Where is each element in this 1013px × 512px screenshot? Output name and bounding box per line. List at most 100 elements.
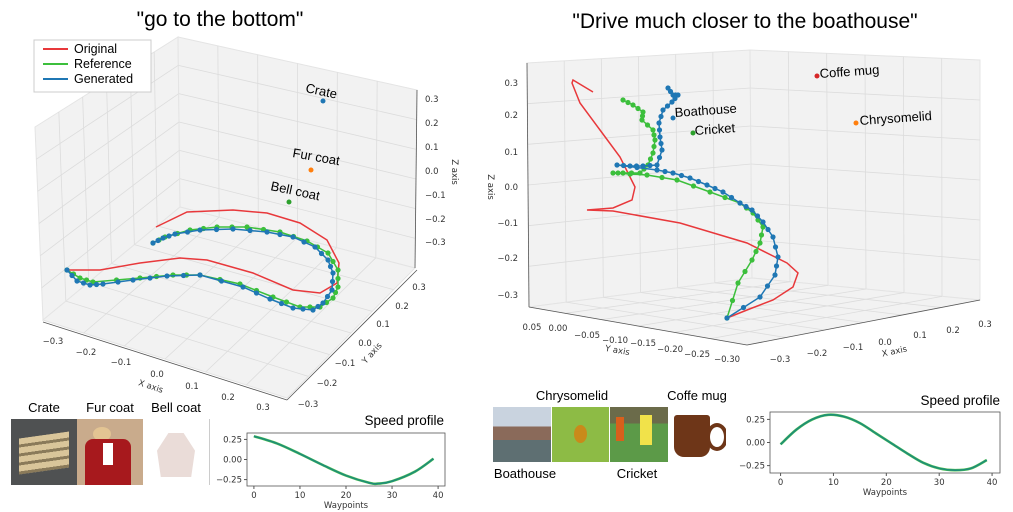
plot2-y-tick: −0.30 xyxy=(714,355,740,365)
plot2-right-pane-gridline xyxy=(751,239,981,261)
image-label-right: Boathouse xyxy=(494,466,556,481)
plot2-reference-line-point xyxy=(644,172,650,178)
plot1-reference-line-point xyxy=(283,299,290,305)
plot2-reference-line-point xyxy=(637,170,643,176)
plot2-reference-line-point xyxy=(627,171,633,177)
plot2-generated-line-point xyxy=(760,219,766,225)
plot2-y-tick: 0.00 xyxy=(549,324,568,334)
speed-plot-x-tick: 10 xyxy=(295,491,306,501)
speed-plot-y-tick: −0.25 xyxy=(739,462,765,472)
plot2-object-marker xyxy=(814,73,820,79)
plot2-generated-line-point xyxy=(654,162,660,168)
plot1-generated-line-point xyxy=(324,293,331,300)
plot1-back-pane-gridline xyxy=(178,64,417,121)
plot2-generated-line-point xyxy=(728,194,735,201)
plot2-generated-line-point xyxy=(660,107,666,113)
plot1-y-tick: 0.2 xyxy=(395,302,409,312)
speed-plot-x-tick: 40 xyxy=(433,491,444,501)
plot1-title: "go to the bottom" xyxy=(137,8,304,31)
plot1-generated-line-point xyxy=(247,227,253,234)
plot2-generated-line-point xyxy=(775,254,781,260)
plot2-x-tick: 0.2 xyxy=(946,326,960,336)
plot1-generated-line-point xyxy=(253,290,260,296)
speed-plot-x-tick: 20 xyxy=(341,491,352,501)
plot1-y-tick: −0.3 xyxy=(298,400,319,410)
plot1-y-tick: −0.2 xyxy=(317,379,338,389)
plot1-generated-line-point xyxy=(240,284,246,290)
plot1-reference-line-point xyxy=(244,224,250,230)
plot2-z-tick: 0.0 xyxy=(504,183,518,193)
plot1-generated-line-point xyxy=(290,234,296,240)
plot2-y-tick: −0.15 xyxy=(630,339,656,349)
speed-plot-y-tick: 0.00 xyxy=(223,456,242,466)
plot1-reference-line-point xyxy=(325,250,331,256)
plot1-generated-line-point xyxy=(327,263,334,270)
plot1-reference-line-point xyxy=(330,295,336,301)
plot1-generated-line-point xyxy=(213,226,220,233)
plot2-z-tick: 0.2 xyxy=(504,111,518,121)
plot1-generated-line-point xyxy=(329,278,336,285)
plot1-generated-line-point xyxy=(267,296,273,302)
plot2-generated-line-point xyxy=(656,154,663,161)
plot2-generated-line-point xyxy=(657,134,663,140)
plot1-floor-pane-gridline xyxy=(111,263,352,334)
plot2-reference-line-point xyxy=(652,137,658,143)
plot2-object-label: Cricket xyxy=(694,120,736,138)
plot2-x-axis-line xyxy=(746,299,981,346)
plot2-y-tick: −0.20 xyxy=(657,345,683,355)
plot2-generated-line-point xyxy=(712,185,718,192)
plot2-generated-line-point xyxy=(737,200,743,206)
plot2-reference-line-point xyxy=(742,268,748,275)
chrysomelid-image xyxy=(552,407,609,462)
plot2-generated-line-point xyxy=(678,172,685,179)
plot2-reference-line-point xyxy=(640,109,646,115)
image-label-right: Cricket xyxy=(617,466,658,481)
plot1-generated-line-point xyxy=(93,281,100,288)
plot1-reference-line-point xyxy=(335,267,341,273)
plot2-right-pane-gridline xyxy=(750,87,981,101)
plot1-generated-line-point xyxy=(74,278,80,284)
plot2-z-axis-line xyxy=(526,62,530,308)
plot1-z-tick: 0.0 xyxy=(425,167,439,177)
plot2-reference-line-point xyxy=(722,194,728,201)
plot1-generated-line-point xyxy=(80,280,87,286)
legend-label-generated: Generated xyxy=(74,72,133,86)
plot2-x-tick: 0.1 xyxy=(913,331,927,341)
speed-plot-x-label: Waypoints xyxy=(324,501,369,511)
plot1-generated-line-point xyxy=(115,279,121,285)
plot1-generated-line-point xyxy=(160,235,166,241)
plot2-original-line xyxy=(571,78,799,319)
plot2-reference-line-point xyxy=(625,99,631,106)
plot1-generated-line-point xyxy=(315,303,321,310)
plot1-left-pane-gridline xyxy=(37,93,179,192)
plot2-generated-line-point xyxy=(743,203,749,210)
speed-plot-x-tick: 10 xyxy=(828,478,839,488)
plot2-x-tick: 0.0 xyxy=(878,338,892,348)
plot1-reference-line-point xyxy=(170,272,176,278)
plot2-generated-line-point xyxy=(704,182,710,188)
plot2-left-pane-gridline xyxy=(527,87,751,105)
plot2-generated-line-point xyxy=(773,263,780,269)
plot2-generated-line-point xyxy=(772,272,778,278)
plot2-object-label: Coffe mug xyxy=(819,62,880,81)
speed-plot-x-tick: 0 xyxy=(778,478,783,488)
plot1-z-axis-line xyxy=(414,89,418,269)
plot2-right-pane-gridline xyxy=(750,163,981,181)
plot2-reference-line-point xyxy=(760,224,766,230)
plot1-z-tick: −0.3 xyxy=(425,238,446,248)
plot1-reference-line-point xyxy=(335,275,341,282)
plot1-left-pane-gridline xyxy=(40,150,180,256)
plot1-floor-pane-gridline xyxy=(65,300,309,377)
plot1-generated-line-point xyxy=(150,240,156,246)
plot2-reference-line-point xyxy=(749,257,755,263)
image-label-right: Coffe mug xyxy=(667,388,727,403)
plot2-right-pane-gridline xyxy=(751,201,981,221)
plot2-reference-line-point xyxy=(753,248,759,255)
plot1-back-pane-gridline xyxy=(178,93,417,150)
plot2-object-label: Boathouse xyxy=(674,101,737,120)
plot1-x-tick: 0.1 xyxy=(185,382,199,392)
plot2-reference-line-point xyxy=(650,150,656,156)
plot2-left-pane-gridline xyxy=(528,201,752,227)
plot2-reference-line-point xyxy=(690,183,697,189)
plot1-generated-line-point xyxy=(197,227,203,233)
